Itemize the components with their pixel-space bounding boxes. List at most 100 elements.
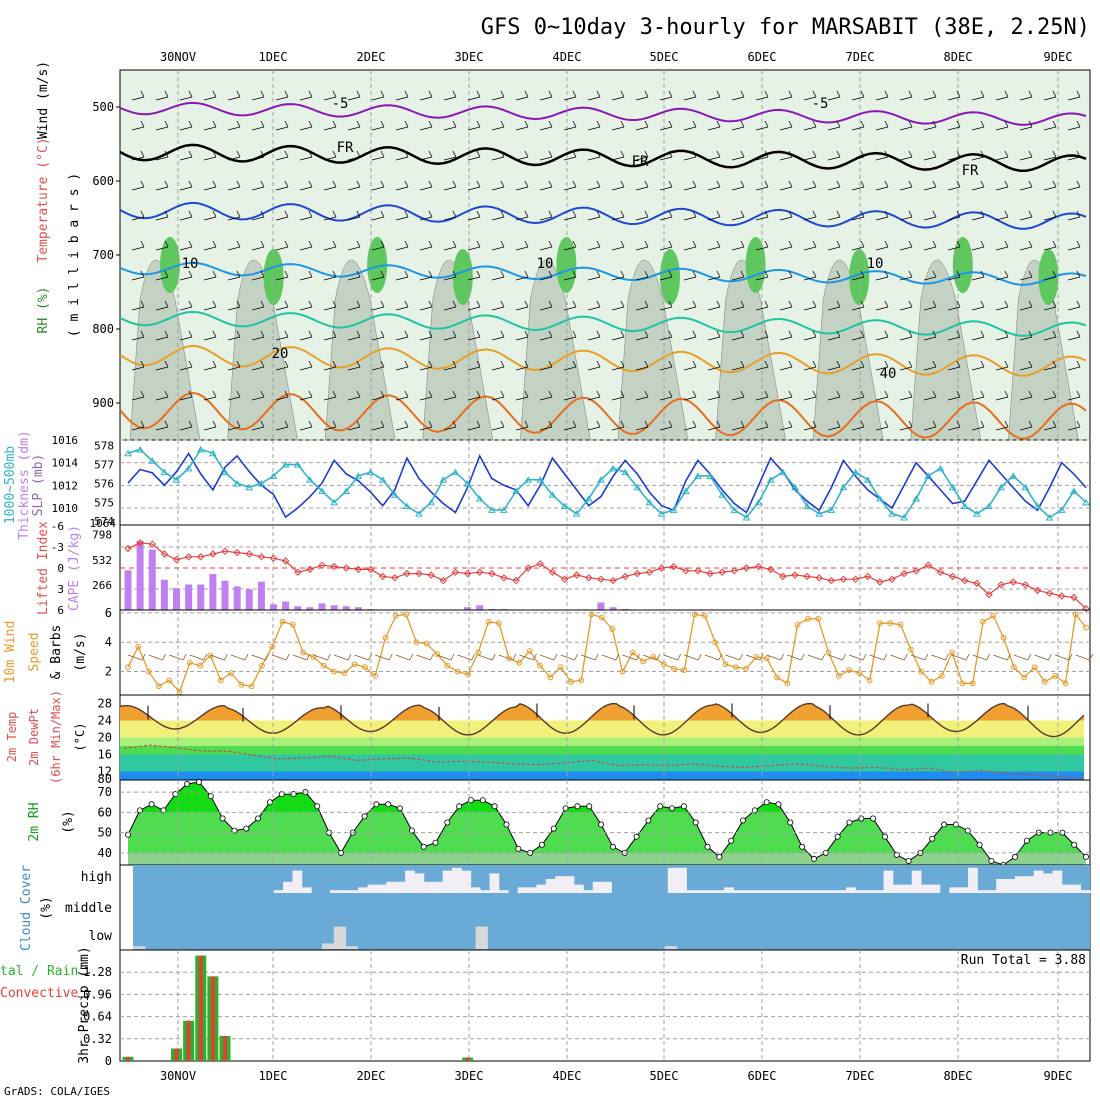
contour-label: FR [632, 154, 649, 170]
rh2m-point [740, 817, 747, 824]
rh-contour-patch [520, 260, 591, 441]
wind-barb [851, 90, 865, 101]
wind-barb [515, 270, 529, 281]
lifted-index-point [657, 564, 666, 572]
wind-barb [611, 330, 625, 341]
wind-barb [611, 390, 625, 401]
wind-barb [491, 390, 505, 401]
wind-barb [275, 300, 289, 311]
bottom-date-label: 8DEC [944, 1069, 973, 1083]
top-date-label: 30NOV [160, 50, 196, 64]
rh2m-point [586, 803, 593, 810]
cloud-bar [855, 890, 866, 893]
rh2m-point [799, 843, 806, 850]
temp-band [120, 746, 1084, 755]
wind-barb [131, 120, 145, 131]
thickness-point [1033, 502, 1042, 510]
temp-tick: 80 [98, 772, 112, 786]
cloud-bar [752, 890, 763, 893]
rh-green-patch [660, 249, 680, 305]
rh2m-point [964, 827, 971, 834]
wind-barb [725, 653, 743, 661]
thickness-point [815, 510, 824, 517]
wind-speed-point [650, 653, 657, 660]
wind-barb [947, 270, 961, 281]
wind-barb [683, 330, 697, 341]
thickness-point [415, 510, 423, 517]
wind-barb [635, 210, 649, 221]
wind-barb [251, 270, 265, 281]
wind-barb [299, 270, 313, 281]
wind-barb [251, 420, 265, 431]
wind-barb [395, 300, 409, 311]
wind-speed-point [588, 611, 595, 618]
wind-barb [227, 90, 241, 101]
lifted-index-point [1021, 581, 1030, 589]
wind-barb [155, 90, 169, 101]
wind-barb [179, 330, 193, 341]
thickness-point [669, 506, 678, 513]
wind-speed-point [619, 668, 626, 675]
slp-panel: 578 577 576 575 574 1016 1014 1012 1010 1064 Thick… [3, 430, 1091, 540]
wind-barb [179, 180, 193, 191]
thickness-point [681, 487, 690, 494]
rh2m-point [125, 831, 132, 838]
wind-barb [899, 270, 913, 281]
rh-green-patch [367, 237, 388, 293]
temp-tick: 12 [98, 765, 112, 779]
wind-barb [1019, 270, 1033, 281]
cloud-bar [695, 890, 706, 893]
lifted-index-point [936, 568, 945, 576]
wind-barb [731, 330, 745, 341]
wind-barb [563, 330, 577, 341]
panel-ylabel: Cloud Cover [19, 865, 34, 951]
cloud-bar [724, 887, 734, 893]
cape-bar [354, 607, 362, 610]
wind-barb [779, 300, 793, 311]
wind-barb [779, 210, 793, 221]
rh-contour-patch [129, 260, 201, 441]
thickness-point [148, 457, 157, 464]
wind-barb [683, 420, 697, 431]
wind-barb [851, 120, 865, 131]
wind-barb [899, 390, 913, 401]
lifted-index-point [742, 564, 751, 572]
wind-barb [323, 180, 337, 191]
wind-barb [827, 270, 841, 281]
wind-barb [1067, 90, 1081, 101]
cloud-level-label: high [81, 870, 112, 885]
contour-label: 40 [880, 366, 897, 382]
lifted-index-point [209, 550, 217, 558]
wind-speed-point [691, 611, 698, 618]
wind-barb [587, 180, 601, 191]
wind-barb [203, 120, 217, 131]
rh2m-point [1071, 841, 1078, 848]
slp-tick: 1012 [52, 479, 79, 492]
wind-barb [611, 180, 625, 191]
wind-barb [827, 360, 841, 371]
wind-barb [419, 240, 433, 251]
wind-barb [1067, 180, 1081, 191]
wind-barb [947, 420, 961, 431]
cloud-bar [592, 881, 603, 893]
wind-barb [443, 210, 457, 221]
wind-barb [659, 300, 673, 311]
slp-series-line [127, 452, 1087, 519]
lifted-index-point [403, 569, 411, 578]
precip-tick: 0.96 [83, 987, 112, 1001]
temperature-contour [119, 310, 1087, 337]
wind-barb [923, 90, 937, 101]
wind-speed-point [362, 664, 368, 671]
wind-barb [203, 210, 217, 221]
lifted-index-point [973, 579, 981, 588]
wind-barb [1019, 210, 1033, 221]
wind-barb [587, 150, 601, 161]
wind-barb [478, 653, 496, 661]
precip-convective-bar [126, 1056, 130, 1061]
rh2m-point [243, 825, 250, 832]
wind-barb [875, 300, 889, 311]
lifted-index-point [233, 548, 241, 557]
wind-barb [848, 653, 867, 661]
wind-barb [323, 120, 337, 131]
cape-bar [209, 574, 217, 610]
